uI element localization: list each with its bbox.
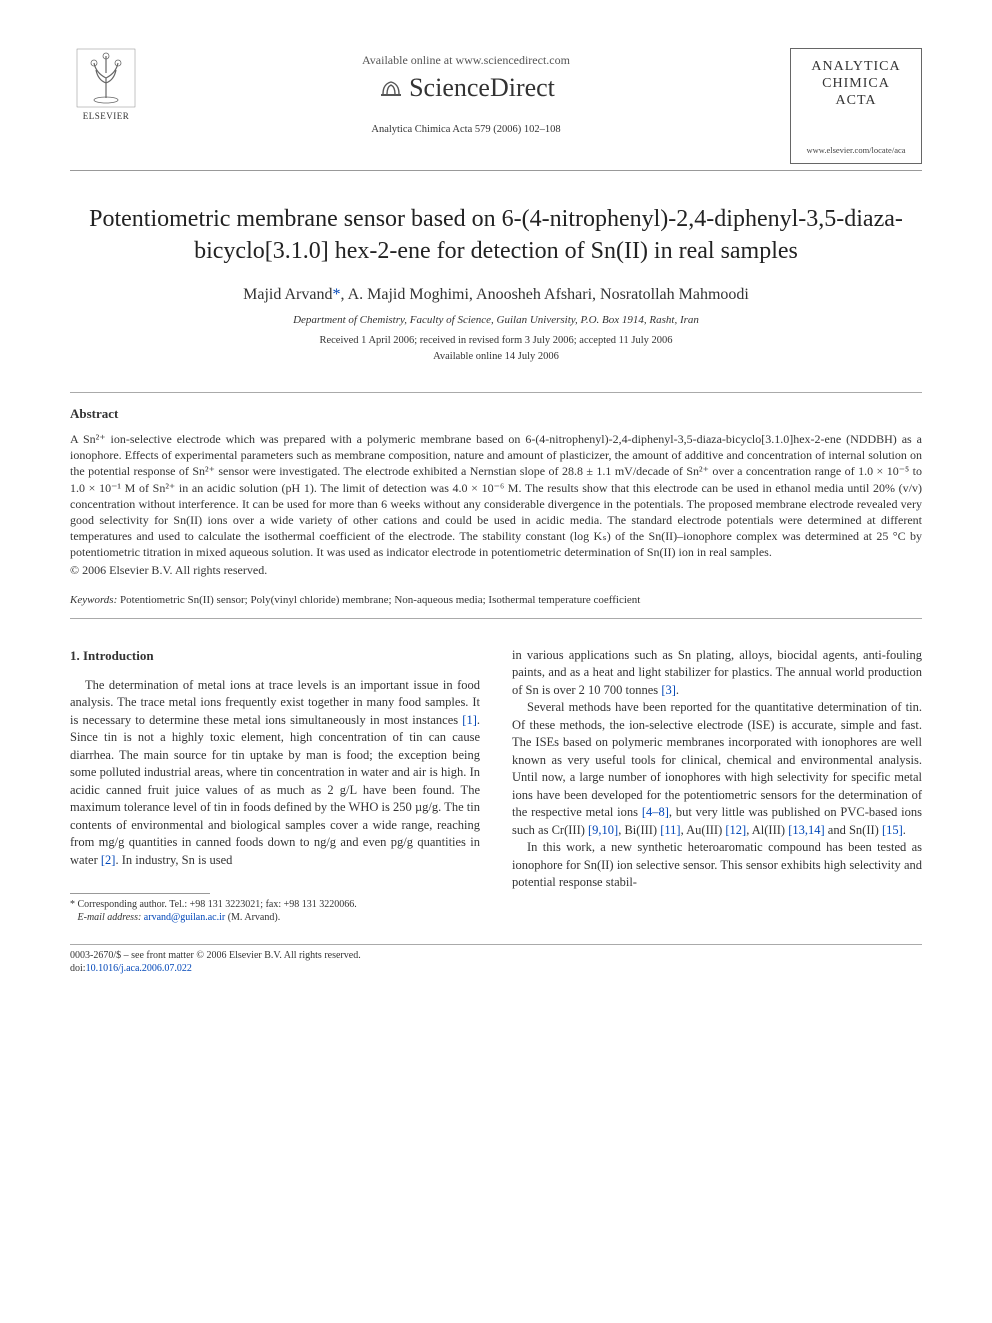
journal-box-title: ANALYTICA CHIMICA ACTA xyxy=(801,59,911,109)
page-footer: 0003-2670/$ – see front matter © 2006 El… xyxy=(70,949,922,975)
corresponding-author-footnote: * Corresponding author. Tel.: +98 131 32… xyxy=(70,898,480,924)
ref-link-13-14[interactable]: [13,14] xyxy=(788,823,824,837)
elsevier-tree-icon xyxy=(76,48,136,108)
footnote-text: Corresponding author. Tel.: +98 131 3223… xyxy=(78,899,357,910)
abstract-top-rule xyxy=(70,392,922,393)
ref-link-11[interactable]: [11] xyxy=(660,823,680,837)
abstract-text: A Sn²⁺ ion-selective electrode which was… xyxy=(70,431,922,561)
text-span: , Al(III) xyxy=(746,823,788,837)
column-left: 1. Introduction The determination of met… xyxy=(70,647,480,925)
text-span: , Au(III) xyxy=(681,823,726,837)
article-dates-1: Received 1 April 2006; received in revis… xyxy=(70,334,922,348)
text-span: Several methods have been reported for t… xyxy=(512,700,922,819)
footer-separator xyxy=(70,944,922,945)
keywords-line: Keywords: Potentiometric Sn(II) sensor; … xyxy=(70,593,922,608)
column-right: in various applications such as Sn plati… xyxy=(512,647,922,925)
ref-link-15[interactable]: [15] xyxy=(882,823,903,837)
email-label: E-mail address: xyxy=(78,912,142,923)
header-rule xyxy=(70,170,922,171)
doi-link[interactable]: 10.1016/j.aca.2006.07.022 xyxy=(86,963,192,974)
ref-link-4-8[interactable]: [4–8] xyxy=(642,805,669,819)
intro-para-3: In this work, a new synthetic heteroarom… xyxy=(512,839,922,892)
email-author-name: (M. Arvand). xyxy=(228,912,281,923)
available-online-text: Available online at www.sciencedirect.co… xyxy=(142,52,790,68)
platform-name: ScienceDirect xyxy=(409,70,555,105)
keywords-text: Potentiometric Sn(II) sensor; Poly(vinyl… xyxy=(120,594,640,606)
author-email[interactable]: arvand@guilan.ac.ir xyxy=(144,912,225,923)
text-span: . Since tin is not a highly toxic elemen… xyxy=(70,713,480,867)
authors-after: , A. Majid Moghimi, Anoosheh Afshari, No… xyxy=(340,286,748,303)
ref-link-12[interactable]: [12] xyxy=(725,823,746,837)
text-span: and Sn(II) xyxy=(825,823,882,837)
ref-link-9-10[interactable]: [9,10] xyxy=(588,823,618,837)
text-span: . xyxy=(903,823,906,837)
footnote-separator xyxy=(70,893,210,894)
keywords-label: Keywords: xyxy=(70,594,117,606)
ref-link-1[interactable]: [1] xyxy=(462,713,477,727)
publisher-logo: ELSEVIER xyxy=(70,48,142,122)
text-span: , Bi(III) xyxy=(618,823,660,837)
sciencedirect-icon xyxy=(377,74,405,102)
center-header: Available online at www.sciencedirect.co… xyxy=(142,48,790,137)
front-matter-line: 0003-2670/$ – see front matter © 2006 El… xyxy=(70,949,922,962)
text-span: . xyxy=(676,683,679,697)
footnote-star: * xyxy=(70,899,78,910)
text-span: in various applications such as Sn plati… xyxy=(512,648,922,697)
journal-title-box: ANALYTICA CHIMICA ACTA www.elsevier.com/… xyxy=(790,48,922,164)
text-span: . In industry, Sn is used xyxy=(115,853,232,867)
publisher-name: ELSEVIER xyxy=(83,110,130,122)
article-title: Potentiometric membrane sensor based on … xyxy=(70,203,922,268)
body-columns: 1. Introduction The determination of met… xyxy=(70,647,922,925)
authors-before: Majid Arvand xyxy=(243,286,332,303)
section-1-heading: 1. Introduction xyxy=(70,647,480,665)
intro-para-1: The determination of metal ions at trace… xyxy=(70,677,480,870)
article-dates-2: Available online 14 July 2006 xyxy=(70,350,922,364)
header-row: ELSEVIER Available online at www.science… xyxy=(70,48,922,164)
doi-line: doi:10.1016/j.aca.2006.07.022 xyxy=(70,962,922,975)
authors-line: Majid Arvand*, A. Majid Moghimi, Anooshe… xyxy=(70,284,922,306)
intro-para-1-cont: in various applications such as Sn plati… xyxy=(512,647,922,700)
affiliation: Department of Chemistry, Faculty of Scie… xyxy=(70,313,922,328)
journal-box-url: www.elsevier.com/locate/aca xyxy=(801,145,911,156)
ref-link-2[interactable]: [2] xyxy=(101,853,116,867)
platform-logo: ScienceDirect xyxy=(377,70,555,105)
keywords-bottom-rule xyxy=(70,618,922,619)
ref-link-3[interactable]: [3] xyxy=(661,683,676,697)
journal-reference: Analytica Chimica Acta 579 (2006) 102–10… xyxy=(142,123,790,137)
text-span: The determination of metal ions at trace… xyxy=(70,678,480,727)
page-container: ELSEVIER Available online at www.science… xyxy=(0,0,992,1015)
doi-label: doi: xyxy=(70,963,86,974)
copyright-line: © 2006 Elsevier B.V. All rights reserved… xyxy=(70,562,922,578)
abstract-heading: Abstract xyxy=(70,405,922,423)
intro-para-2: Several methods have been reported for t… xyxy=(512,699,922,839)
